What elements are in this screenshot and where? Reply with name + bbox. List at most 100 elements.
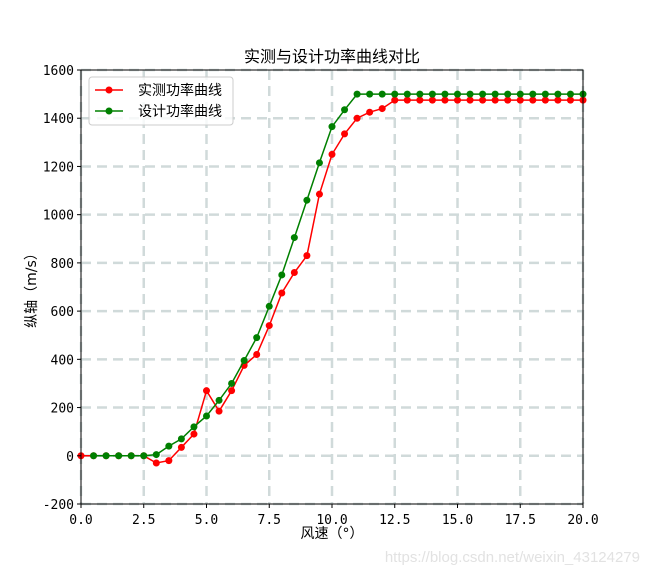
legend-marker-design (105, 107, 113, 115)
data-point (416, 96, 424, 104)
y-axis-label: 纵轴（m/s） (24, 246, 40, 328)
data-point (278, 271, 286, 279)
data-point (315, 159, 323, 167)
data-point (290, 234, 298, 242)
data-point (454, 90, 461, 98)
series-1 (90, 90, 587, 460)
data-point (403, 96, 411, 104)
data-point (303, 252, 311, 260)
data-point (328, 150, 336, 158)
y-tick-label: 200 (51, 402, 74, 417)
data-point (165, 457, 173, 465)
data-point (177, 435, 185, 443)
data-point (366, 90, 374, 98)
data-point (115, 452, 123, 460)
y-tick-label: 0 (66, 450, 74, 465)
data-point (466, 90, 474, 98)
legend-marker-measured (105, 86, 113, 94)
data-point (190, 423, 198, 431)
y-tick-label: 1200 (43, 160, 74, 175)
legend: 实测功率曲线 设计功率曲线 (88, 76, 234, 126)
data-point (253, 351, 261, 359)
x-tick-label: 15.0 (442, 513, 473, 528)
data-point (554, 96, 562, 104)
y-tick-label: 400 (51, 353, 74, 368)
data-point (479, 96, 487, 104)
data-point (391, 96, 399, 104)
x-tick-label: 5.0 (195, 513, 218, 528)
data-point (303, 196, 311, 204)
data-point (215, 396, 223, 404)
x-tick-label: 0.0 (69, 513, 92, 528)
y-tick-label: 600 (51, 305, 74, 320)
data-point (177, 443, 185, 451)
y-axis-ticks: -200 0 200 400 600 800 1000 1200 1400 1600 (43, 64, 81, 513)
x-axis-ticks: 0.0 2.5 5.0 7.5 10.0 12.5 15.0 17.5 20.0 (69, 504, 599, 528)
data-point (454, 96, 461, 104)
data-point (228, 387, 236, 395)
data-point (441, 90, 449, 98)
data-point (265, 322, 273, 330)
data-point (265, 302, 273, 310)
data-point (504, 96, 512, 104)
x-tick-label: 2.5 (132, 513, 155, 528)
data-point (290, 269, 298, 277)
data-point (140, 452, 148, 460)
legend-label-measured: 实测功率曲线 (138, 82, 222, 99)
y-tick-label: 800 (51, 257, 74, 272)
data-point (554, 90, 562, 98)
data-point (341, 106, 349, 114)
data-point (416, 90, 424, 98)
data-point (403, 90, 411, 98)
data-point (278, 289, 286, 297)
data-point (479, 90, 487, 98)
x-tick-label: 7.5 (258, 513, 281, 528)
data-series (77, 90, 587, 467)
data-point (366, 108, 374, 116)
data-point (441, 96, 449, 104)
chart-title: 实测与设计功率曲线对比 (244, 47, 420, 66)
data-point (378, 105, 386, 113)
legend-box (88, 76, 234, 126)
data-point (328, 123, 336, 131)
legend-label-design: 设计功率曲线 (138, 103, 222, 120)
series-line (93, 93, 583, 457)
data-point (491, 90, 499, 98)
data-point (152, 451, 160, 459)
data-point (541, 96, 549, 104)
data-point (504, 90, 512, 98)
data-point (240, 357, 248, 365)
watermark: https://blog.csdn.net/weixin_43124279 (384, 549, 640, 566)
data-point (529, 96, 537, 104)
data-point (203, 387, 210, 395)
data-point (353, 114, 361, 122)
data-point (428, 96, 436, 104)
data-point (341, 130, 349, 138)
data-point (90, 452, 98, 460)
data-point (516, 90, 524, 98)
data-point (253, 334, 261, 342)
data-point (102, 452, 110, 460)
x-tick-label: 12.5 (379, 513, 410, 528)
y-tick-label: 1000 (43, 209, 74, 224)
x-axis-label: 风速（°） (301, 526, 364, 542)
data-point (152, 459, 160, 467)
data-point (391, 90, 399, 98)
data-point (190, 430, 198, 438)
y-tick-label: 1400 (43, 112, 74, 127)
data-point (353, 90, 361, 98)
x-tick-label: 10.0 (316, 513, 347, 528)
y-tick-label: 1600 (43, 64, 74, 79)
data-point (566, 90, 574, 98)
data-point (491, 96, 499, 104)
data-point (541, 90, 549, 98)
x-tick-label: 20.0 (567, 513, 598, 528)
y-tick-label: -200 (43, 498, 74, 513)
data-point (516, 96, 524, 104)
data-point (127, 452, 135, 460)
grid-lines (79, 68, 585, 506)
data-point (203, 412, 210, 420)
data-point (215, 407, 223, 415)
data-point (529, 90, 537, 98)
data-point (228, 379, 236, 387)
